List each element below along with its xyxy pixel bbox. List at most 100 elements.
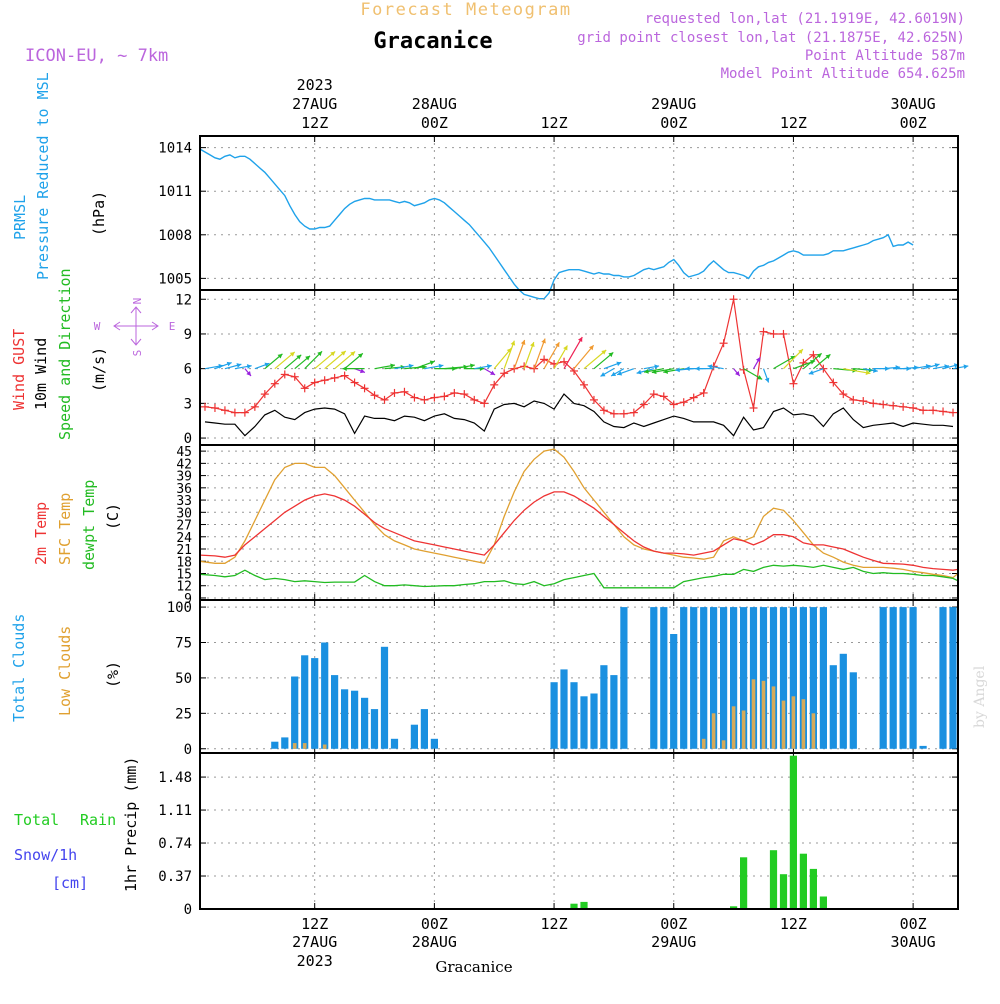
wind-gust-line xyxy=(204,299,954,415)
footer-location: Gracanice xyxy=(435,958,512,976)
gust-marker xyxy=(540,355,549,364)
point-altitude: Point Altitude 587m xyxy=(805,48,965,64)
gust-marker xyxy=(859,397,868,406)
gust-marker xyxy=(629,408,638,417)
total-cloud-bar xyxy=(690,607,698,749)
total-cloud-bar xyxy=(281,737,289,749)
total-cloud-bar xyxy=(829,665,837,749)
rain-bar xyxy=(730,906,738,909)
location-title: Gracanice xyxy=(373,29,492,54)
gust-marker xyxy=(360,384,369,393)
wind-direction-arrow xyxy=(342,366,365,372)
total-cloud-bar xyxy=(321,642,329,749)
total-cloud-bar xyxy=(909,607,917,749)
total-cloud-bar xyxy=(769,607,778,749)
time-label-date: 27AUG xyxy=(292,95,337,113)
cloud-labels: Total Clouds Low Clouds (%) xyxy=(10,614,122,722)
gust-marker xyxy=(430,393,439,402)
wind-direction-arrow xyxy=(474,363,492,370)
temp-label-dewpt: dewpt Temp xyxy=(80,480,98,570)
gust-marker xyxy=(759,327,768,336)
total-cloud-bar xyxy=(799,607,807,749)
wind-direction-arrow xyxy=(863,368,878,373)
y-tick-label: 1014 xyxy=(158,141,192,157)
gust-marker xyxy=(210,403,219,412)
time-label-date: 30AUG xyxy=(891,933,936,951)
credit-watermark: by Angel xyxy=(972,665,988,728)
gust-marker xyxy=(340,371,349,380)
compass-east: E xyxy=(169,320,176,333)
y-tick-label: 0.74 xyxy=(158,836,192,852)
y-tick-label: 0 xyxy=(184,742,192,758)
gust-marker xyxy=(919,406,928,415)
gust-marker xyxy=(290,372,299,381)
gust-marker xyxy=(849,395,858,404)
y-tick-label: 12 xyxy=(175,292,192,308)
time-label-hour: 12Z xyxy=(301,114,328,132)
gust-marker xyxy=(949,408,958,417)
wind-direction-arrow xyxy=(424,363,444,370)
y-tick-label: 42 xyxy=(176,457,192,472)
rain-bar xyxy=(580,901,588,909)
gust-marker xyxy=(500,369,509,378)
low-cloud-bar xyxy=(302,743,307,749)
total-cloud-bar xyxy=(720,607,728,749)
wind-direction-arrow xyxy=(636,368,654,375)
wind-direction-arrow xyxy=(254,362,270,370)
gust-marker xyxy=(729,295,738,304)
wind-direction-arrow xyxy=(762,368,770,383)
time-label-hour: 12Z xyxy=(780,915,807,933)
gust-marker xyxy=(929,406,938,415)
wind-labels: Wind GUST 10m Wind Speed and Direction (… xyxy=(10,268,175,440)
gust-marker xyxy=(579,380,588,389)
low-cloud-bar xyxy=(811,713,816,749)
wind-direction-arrow xyxy=(695,366,714,372)
total-cloud-bar xyxy=(789,607,797,749)
gust-marker xyxy=(270,379,279,388)
total-cloud-bar xyxy=(610,675,618,749)
time-label-hour: 12Z xyxy=(780,114,807,132)
y-tick-label: 33 xyxy=(176,494,192,509)
low-cloud-bar xyxy=(322,744,327,749)
y-tick-label: 0 xyxy=(184,902,192,918)
wind-direction-arrow xyxy=(600,368,615,377)
wind-label-gust: Wind GUST xyxy=(10,329,28,410)
wind-direction-arrow xyxy=(733,368,741,377)
low-cloud-bar xyxy=(292,743,297,749)
y-tick-label: 24 xyxy=(176,531,192,546)
low-cloud-bar xyxy=(781,700,786,749)
time-label-hour: 00Z xyxy=(660,114,687,132)
gust-marker xyxy=(330,373,339,382)
grid-coords: grid point closest lon,lat (21.1875E, 42… xyxy=(577,30,965,46)
gust-marker xyxy=(560,357,569,366)
wind-direction-arrow xyxy=(803,352,822,370)
y-tick-label: 1005 xyxy=(158,271,192,287)
wind-direction-arrow xyxy=(616,368,635,376)
total-cloud-bar xyxy=(370,709,379,749)
gust-marker xyxy=(400,387,409,396)
sfc-temp-line xyxy=(199,448,959,579)
wind-direction-arrow xyxy=(334,351,356,370)
total-cloud-bar xyxy=(680,607,688,749)
low-cloud-bar xyxy=(751,679,756,749)
total-cloud-bar xyxy=(351,690,359,749)
total-cloud-bar xyxy=(311,658,319,749)
wind-direction-arrow xyxy=(573,344,595,370)
panel-precipitation: 0 0.37 0.74 1.11 1.48 xyxy=(158,752,959,918)
pressure-label-desc: Pressure Reduced to MSL xyxy=(34,72,52,280)
y-tick-label: 100 xyxy=(167,600,192,616)
total-cloud-bar xyxy=(620,607,628,749)
pressure-label-prmsl: PRMSL xyxy=(11,195,29,240)
y-tick-label: 50 xyxy=(175,671,192,687)
wind-direction-arrow xyxy=(324,350,347,370)
y-tick-label: 25 xyxy=(175,706,192,722)
rain-bar xyxy=(779,874,788,909)
y-tick-label: 15 xyxy=(176,567,192,582)
wind-direction-arrow xyxy=(753,356,761,369)
wind-direction-arrow xyxy=(952,364,969,370)
y-tick-label: 39 xyxy=(176,470,192,485)
y-tick-label: 30 xyxy=(176,506,192,521)
